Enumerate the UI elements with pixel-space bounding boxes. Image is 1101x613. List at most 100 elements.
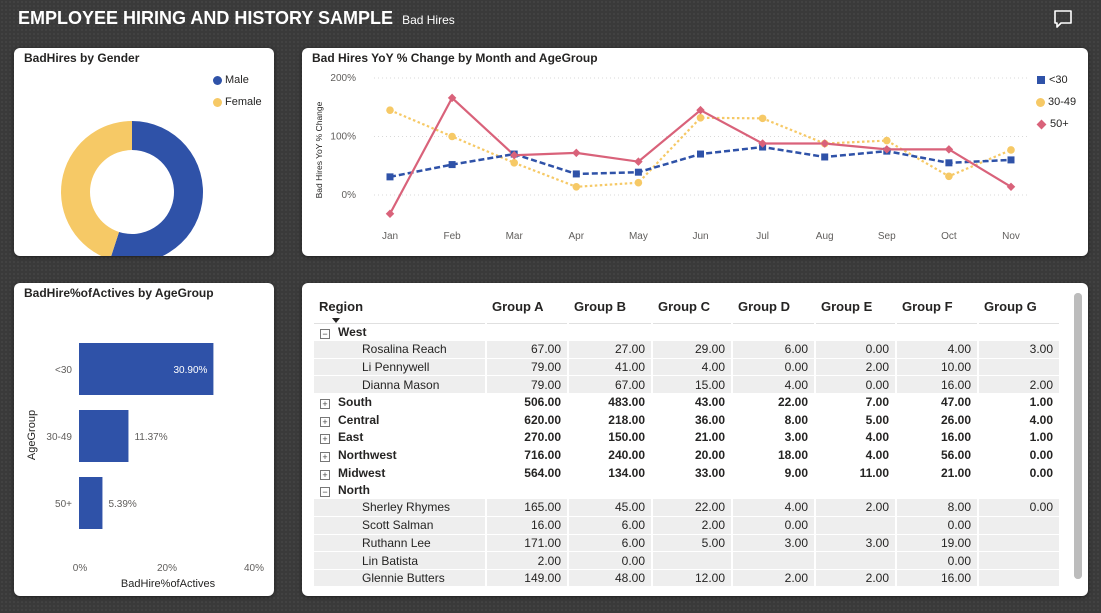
data-point[interactable] (945, 159, 953, 167)
gender-donut-card[interactable]: BadHires by Gender Male Female (14, 48, 274, 256)
matrix-viewport: Region Group A Group B Group C Group D Group … (314, 291, 1060, 591)
data-point[interactable] (509, 150, 519, 160)
data-point[interactable] (1007, 156, 1015, 164)
region-row[interactable]: + Midwest 564.00 134.00 33.00 9.00 11.00 21.00 0… (314, 463, 1060, 482)
table-cell: 564.00 (486, 463, 569, 482)
bar[interactable] (79, 477, 103, 529)
row-name: West (338, 325, 367, 340)
table-cell (978, 534, 1060, 553)
region-row[interactable]: + Northwest 716.00 240.00 20.00 18.00 4.00 56.0… (314, 446, 1060, 464)
yoy-line-chart[interactable]: Bad Hires YoY % Change 200% 100% 0% Jan Feb M… (302, 48, 1088, 256)
region-matrix-card[interactable]: Region Group A Group B Group C Group D Group … (302, 283, 1088, 596)
data-point[interactable] (634, 157, 643, 166)
table-row[interactable]: Dianna Mason 79.00 67.00 15.00 4.00 0.00 16.00… (314, 375, 1060, 394)
expand-icon[interactable]: + (320, 451, 330, 462)
data-point[interactable] (696, 113, 705, 122)
data-point[interactable] (510, 159, 518, 167)
sort-descending-icon[interactable] (332, 318, 340, 323)
row-header-cell: Glennie Butters (314, 569, 487, 588)
data-point[interactable] (385, 209, 395, 218)
expand-icon[interactable]: + (320, 416, 330, 427)
region-row[interactable]: + South 506.00 483.00 43.00 22.00 7.00 47.00 1.0… (314, 393, 1060, 411)
gender-donut-chart[interactable] (14, 48, 274, 256)
data-point[interactable] (634, 178, 643, 187)
data-point[interactable] (1007, 146, 1015, 154)
region-row[interactable]: + East 270.00 150.00 21.00 3.00 4.00 16.00 1.00 (314, 428, 1060, 447)
scrollbar-thumb[interactable] (1074, 293, 1082, 579)
data-point[interactable] (820, 139, 829, 148)
column-header[interactable]: Group F (896, 291, 978, 324)
data-point[interactable] (386, 173, 394, 181)
table-cell: 79.00 (486, 375, 569, 394)
data-point[interactable] (386, 106, 394, 114)
data-point[interactable] (821, 153, 829, 161)
table-cell: 3.00 (978, 340, 1060, 359)
data-point[interactable] (758, 139, 767, 148)
bar[interactable] (79, 410, 129, 462)
table-cell: 0.00 (732, 358, 816, 377)
legend-item-under30[interactable]: <30 (1037, 74, 1068, 86)
table-cell (978, 323, 1060, 341)
table-row[interactable]: Glennie Butters 149.00 48.00 12.00 2.00 2.00 1… (314, 569, 1060, 588)
x-tick-label: Oct (941, 231, 957, 242)
region-row[interactable]: + Central 620.00 218.00 36.00 8.00 5.00 26.00 4.… (314, 410, 1060, 429)
agegroup-y-axis-label: AgeGroup (26, 410, 38, 460)
y-tick-label: 100% (330, 132, 356, 143)
expand-icon[interactable]: + (320, 434, 330, 445)
data-point[interactable] (448, 132, 456, 141)
x-tick-label: Jan (382, 231, 398, 242)
bar[interactable] (79, 343, 214, 395)
data-point[interactable] (883, 136, 891, 145)
region-row[interactable]: − West (314, 323, 1060, 341)
column-header[interactable]: Group C (652, 291, 732, 324)
collapse-icon[interactable]: − (320, 487, 330, 498)
table-row[interactable]: Rosalina Reach 67.00 27.00 29.00 6.00 0.00 4.0… (314, 340, 1060, 359)
data-point[interactable] (634, 168, 642, 176)
row-header-cell: Lin Batista (314, 551, 487, 570)
series-line-1[interactable] (389, 109, 1012, 188)
table-row[interactable]: Lin Batista 2.00 0.00 0.00 (314, 551, 1060, 570)
legend-label-30-49: 30-49 (1048, 96, 1077, 108)
column-header[interactable]: Group E (815, 291, 896, 324)
table-row[interactable]: Ruthann Lee 171.00 6.00 5.00 3.00 3.00 19.00 (314, 534, 1060, 553)
table-cell (568, 481, 653, 499)
comment-icon[interactable] (1052, 8, 1074, 30)
data-point[interactable] (447, 93, 457, 103)
data-point[interactable] (448, 161, 456, 169)
table-cell: 21.00 (896, 463, 979, 482)
vertical-scrollbar[interactable] (1074, 293, 1082, 579)
legend-item-50plus[interactable]: 50+ (1036, 118, 1069, 130)
table-row[interactable]: Sherley Rhymes 165.00 45.00 22.00 4.00 2.00 8.… (314, 498, 1060, 518)
expand-icon[interactable]: + (320, 469, 330, 480)
column-header[interactable]: Region (314, 291, 486, 324)
expand-icon[interactable]: + (320, 399, 330, 410)
legend-item-30-49[interactable]: 30-49 (1036, 96, 1076, 108)
collapse-icon[interactable]: − (320, 329, 330, 340)
table-row[interactable]: Li Pennywell 79.00 41.00 4.00 0.00 2.00 10.00 (314, 358, 1060, 377)
region-row[interactable]: − North (314, 481, 1060, 499)
table-cell: 2.00 (815, 569, 897, 588)
column-header[interactable]: Group D (732, 291, 815, 324)
legend-item-female[interactable]: Female (213, 96, 262, 108)
data-point[interactable] (572, 170, 580, 178)
legend-item-male[interactable]: Male (213, 74, 249, 86)
gender-card-title: BadHires by Gender (24, 51, 140, 65)
yoy-line-card[interactable]: Bad Hires YoY % Change by Month and AgeG… (302, 48, 1088, 256)
data-point[interactable] (945, 172, 953, 181)
column-header[interactable]: Group A (486, 291, 568, 324)
agegroup-bar-card[interactable]: BadHire%ofActives by AgeGroup AgeGroup B… (14, 283, 274, 596)
x-tick-label: Mar (506, 231, 524, 242)
table-row[interactable]: Scott Salman 16.00 6.00 2.00 0.00 0.00 (314, 516, 1060, 535)
agegroup-bar-chart[interactable]: AgeGroup BadHire%ofActives <30 30.90% 30-4… (14, 283, 274, 596)
legend-label-50plus: 50+ (1050, 118, 1069, 130)
data-point[interactable] (758, 114, 767, 123)
column-header[interactable]: Group G (978, 291, 1060, 324)
donut-slice-male[interactable] (110, 121, 203, 256)
column-header[interactable]: Group B (568, 291, 652, 324)
table-cell: 2.00 (815, 358, 897, 377)
data-point[interactable] (572, 183, 581, 191)
row-header-cell: + Midwest (314, 463, 487, 482)
donut-slice-female[interactable] (61, 121, 132, 256)
data-point[interactable] (697, 150, 704, 158)
data-point[interactable] (572, 148, 581, 158)
